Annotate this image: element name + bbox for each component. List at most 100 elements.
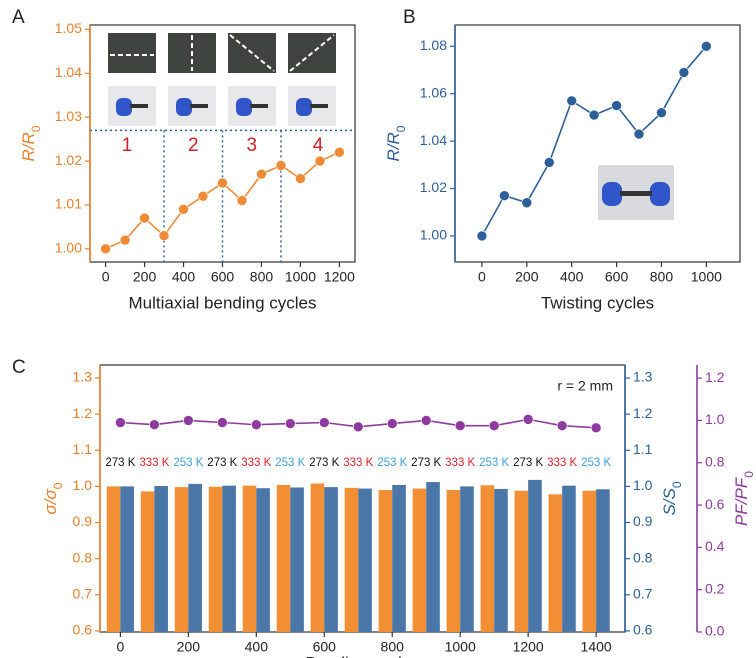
x-tick-label: 1000 bbox=[285, 269, 316, 285]
point bbox=[591, 423, 601, 433]
y-tick-label: 1.05 bbox=[55, 20, 82, 36]
annotation: r = 2 mm bbox=[557, 378, 613, 394]
point bbox=[612, 101, 622, 111]
temperature-label: 333 K bbox=[241, 457, 271, 469]
x-tick-label: 400 bbox=[245, 639, 269, 655]
x-tick-label: 0 bbox=[478, 269, 486, 285]
x-tick-label: 800 bbox=[381, 639, 405, 655]
panel-label: C bbox=[12, 357, 26, 378]
x-tick-label: 400 bbox=[172, 269, 196, 285]
point bbox=[237, 196, 247, 206]
point bbox=[315, 156, 325, 166]
y3-tick-label: 0.0 bbox=[705, 623, 725, 639]
bar bbox=[549, 494, 563, 632]
x-tick-label: 0 bbox=[102, 269, 110, 285]
point bbox=[421, 415, 431, 425]
bar bbox=[345, 488, 359, 632]
x-tick-label: 600 bbox=[313, 639, 337, 655]
y-tick-label: 1.1 bbox=[73, 441, 93, 457]
point bbox=[567, 96, 577, 106]
y2-tick-label: 0.9 bbox=[633, 513, 653, 529]
x-axis-label: Twisting cycles bbox=[541, 293, 654, 312]
y2-axis-label-main: S/S bbox=[660, 487, 679, 515]
y2-axis-label-sub: 0 bbox=[670, 481, 684, 488]
y2-tick-label: 1.3 bbox=[633, 369, 653, 385]
temperature-label: 253 K bbox=[275, 457, 305, 469]
y-axis-label-main: R/R bbox=[384, 132, 403, 161]
y-axis-label: R/R0 bbox=[19, 125, 43, 161]
panel-label: B bbox=[403, 7, 416, 28]
bar bbox=[447, 490, 461, 632]
y3-axis-label-main: PF/PF bbox=[732, 476, 751, 526]
bar bbox=[324, 487, 338, 632]
point bbox=[285, 419, 295, 429]
y3-tick-label: 0.4 bbox=[705, 538, 725, 554]
point bbox=[198, 191, 208, 201]
temperature-label: 253 K bbox=[173, 457, 203, 469]
y3-tick-label: 1.0 bbox=[705, 411, 725, 427]
temperature-label: 333 K bbox=[343, 457, 373, 469]
x-tick-label: 1200 bbox=[324, 269, 355, 285]
bar bbox=[426, 482, 440, 632]
y-tick-label: 1.3 bbox=[73, 369, 93, 385]
y-axis-label: σ/σ0 bbox=[41, 482, 65, 514]
temperature-label: 273 K bbox=[411, 457, 441, 469]
point bbox=[455, 421, 465, 431]
temperature-label: 333 K bbox=[547, 457, 577, 469]
inset-photo bbox=[598, 165, 674, 220]
y-tick-label: 1.04 bbox=[420, 132, 447, 148]
segment-label: 1 bbox=[122, 135, 133, 156]
bar bbox=[120, 486, 134, 632]
x-axis-label: Multiaxial bending cycles bbox=[128, 293, 316, 312]
y3-tick-label: 1.2 bbox=[705, 369, 725, 385]
temperature-label: 253 K bbox=[581, 457, 611, 469]
bar bbox=[188, 484, 202, 632]
bar bbox=[311, 484, 325, 632]
point bbox=[489, 421, 499, 431]
temperature-label: 273 K bbox=[309, 457, 339, 469]
bar bbox=[528, 480, 542, 632]
inset-photos bbox=[108, 33, 336, 126]
plot-frame bbox=[455, 25, 740, 262]
point bbox=[120, 235, 130, 245]
y3-axis-label-sub: 0 bbox=[742, 471, 756, 478]
bar bbox=[175, 487, 189, 632]
point bbox=[477, 231, 487, 241]
y-tick-label: 1.02 bbox=[55, 152, 82, 168]
y-axis-label-main: σ/σ bbox=[41, 488, 60, 514]
bar bbox=[358, 489, 372, 632]
point bbox=[183, 415, 193, 425]
point bbox=[276, 160, 286, 170]
bar bbox=[494, 489, 508, 632]
point bbox=[522, 198, 532, 208]
x-tick-label: 200 bbox=[133, 269, 157, 285]
bar bbox=[209, 487, 223, 632]
y3-tick-label: 0.2 bbox=[705, 580, 725, 596]
x-tick-label: 600 bbox=[211, 269, 235, 285]
point bbox=[634, 129, 644, 139]
point bbox=[101, 244, 111, 254]
x-tick-label: 400 bbox=[560, 269, 584, 285]
point bbox=[251, 420, 261, 430]
y-axis-label-sub: 0 bbox=[394, 125, 408, 132]
x-tick-label: 200 bbox=[177, 639, 201, 655]
x-tick-label: 1000 bbox=[691, 269, 722, 285]
point bbox=[589, 110, 599, 120]
x-tick-label: 200 bbox=[515, 269, 539, 285]
y-axis-label-main: R/R bbox=[19, 132, 38, 161]
y2-tick-label: 1.0 bbox=[633, 477, 653, 493]
x-axis-label: Bending cycles bbox=[305, 653, 419, 658]
temperature-label: 333 K bbox=[139, 457, 169, 469]
temperature-label: 273 K bbox=[513, 457, 543, 469]
y-axis-label-sub: 0 bbox=[29, 125, 43, 132]
bar bbox=[413, 489, 427, 632]
point bbox=[523, 414, 533, 424]
y-tick-label: 1.03 bbox=[55, 108, 82, 124]
point bbox=[217, 418, 227, 428]
bar bbox=[107, 486, 121, 632]
y2-tick-label: 0.6 bbox=[633, 622, 653, 638]
point bbox=[679, 67, 689, 77]
bar bbox=[562, 486, 576, 632]
y-tick-label: 0.6 bbox=[73, 622, 93, 638]
temperature-label: 253 K bbox=[377, 457, 407, 469]
